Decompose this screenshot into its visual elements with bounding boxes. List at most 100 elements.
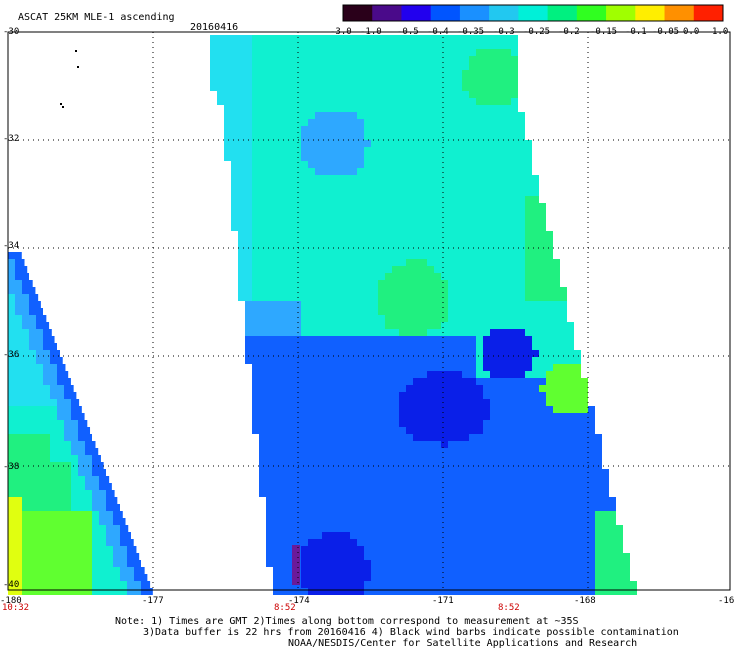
- swath-cell: [22, 315, 29, 322]
- swath-cell: [392, 441, 399, 448]
- swath-cell: [343, 364, 350, 371]
- swath-cell: [280, 574, 287, 581]
- swath-cell: [434, 98, 441, 105]
- swath-cell: [287, 574, 294, 581]
- swath-cell: [560, 364, 567, 371]
- swath-cell: [378, 273, 385, 280]
- swath-cell: [413, 203, 420, 210]
- swath-cell: [322, 154, 329, 161]
- swath-cell: [385, 448, 392, 455]
- swath-cell: [406, 420, 413, 427]
- swath-cell: [595, 448, 602, 455]
- swath-cell: [127, 539, 134, 546]
- swath-cell: [574, 357, 581, 364]
- swath-cell: [525, 343, 532, 350]
- swath-cell: [448, 245, 455, 252]
- swath-cell: [329, 511, 336, 518]
- swath-cell: [427, 140, 434, 147]
- swath-cell: [476, 210, 483, 217]
- swath-cell: [336, 448, 343, 455]
- swath-cell: [301, 91, 308, 98]
- swath-cell: [378, 364, 385, 371]
- swath-cell: [511, 518, 518, 525]
- swath-cell: [308, 371, 315, 378]
- swath-cell: [266, 511, 273, 518]
- swath-cell: [85, 560, 92, 567]
- swath-cell: [518, 238, 525, 245]
- swath-cell: [252, 42, 259, 49]
- swath-cell: [532, 189, 539, 196]
- swath-cell: [308, 518, 315, 525]
- swath-cell: [546, 343, 553, 350]
- swath-cell: [441, 266, 448, 273]
- swath-cell: [511, 336, 518, 343]
- swath-cell: [427, 280, 434, 287]
- swath-cell: [392, 224, 399, 231]
- swath-cell: [280, 56, 287, 63]
- swath-cell: [280, 49, 287, 56]
- swath-cell: [336, 42, 343, 49]
- swath-cell: [448, 364, 455, 371]
- swath-cell: [287, 322, 294, 329]
- swath-cell: [315, 581, 322, 588]
- swath-cell: [238, 126, 245, 133]
- swath-cell: [315, 504, 322, 511]
- swath-cell: [22, 532, 29, 539]
- swath-cell: [78, 560, 85, 567]
- swath-cell: [511, 98, 518, 105]
- swath-cell: [8, 343, 15, 350]
- swath-cell: [434, 133, 441, 140]
- swath-cell: [532, 287, 539, 294]
- longitude-label: -16: [718, 596, 735, 606]
- swath-cell: [329, 63, 336, 70]
- swath-cell: [252, 91, 259, 98]
- swath-cell: [392, 56, 399, 63]
- swath-cell: [483, 518, 490, 525]
- swath-cell: [287, 462, 294, 469]
- swath-cell: [308, 154, 315, 161]
- swath-cell: [71, 420, 78, 427]
- swath-cell: [120, 560, 127, 567]
- swath-cell: [343, 189, 350, 196]
- swath-cell: [22, 406, 29, 413]
- swath-cell: [441, 322, 448, 329]
- swath-cell: [434, 203, 441, 210]
- swath-cell: [78, 518, 85, 525]
- swath-cell: [378, 91, 385, 98]
- swath-cell: [413, 539, 420, 546]
- swath-cell: [294, 42, 301, 49]
- swath-cell: [329, 322, 336, 329]
- swath-cell: [238, 168, 245, 175]
- swath-cell: [553, 273, 560, 280]
- swath-cell: [518, 574, 525, 581]
- swath-cell: [43, 546, 50, 553]
- swath-cell: [518, 560, 525, 567]
- swath-cell: [441, 350, 448, 357]
- swath-cell: [364, 91, 371, 98]
- swath-cell: [329, 70, 336, 77]
- swath-cell: [301, 518, 308, 525]
- swath-cell: [623, 553, 630, 560]
- swath-cell: [301, 147, 308, 154]
- swath-cell: [343, 581, 350, 588]
- swath-cell: [574, 385, 581, 392]
- swath-cell: [322, 497, 329, 504]
- swath-cell: [392, 147, 399, 154]
- swath-cell: [476, 483, 483, 490]
- swath-cell: [434, 574, 441, 581]
- swath-cell: [588, 574, 595, 581]
- swath-cell: [78, 497, 85, 504]
- swath-cell: [427, 259, 434, 266]
- swath-cell: [294, 175, 301, 182]
- swath-cell: [553, 448, 560, 455]
- swath-cell: [469, 546, 476, 553]
- swath-cell: [392, 497, 399, 504]
- swath-cell: [85, 504, 92, 511]
- swath-cell: [476, 546, 483, 553]
- swath-cell: [301, 476, 308, 483]
- swath-cell: [231, 182, 238, 189]
- swath-cell: [539, 378, 546, 385]
- swath-cell: [434, 189, 441, 196]
- swath-cell: [441, 357, 448, 364]
- swath-cell: [385, 238, 392, 245]
